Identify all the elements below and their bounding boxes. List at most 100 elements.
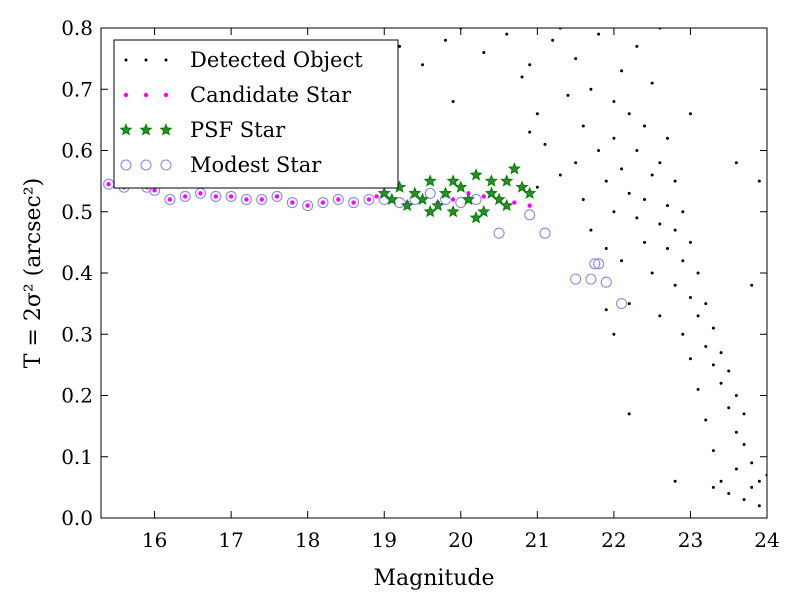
data-point: [212, 193, 219, 200]
legend-marker: [144, 58, 148, 62]
data-point: [604, 179, 608, 183]
data-point: [469, 211, 483, 224]
data-point: [620, 69, 624, 73]
data-point: [696, 271, 700, 275]
data-point: [600, 276, 612, 288]
data-point: [734, 467, 738, 471]
data-point: [612, 210, 616, 214]
data-point: [711, 449, 715, 453]
legend-label: Detected Object: [190, 48, 363, 72]
data-point: [711, 363, 715, 367]
data-point: [742, 443, 746, 446]
data-point: [742, 498, 746, 502]
data-point: [688, 357, 692, 361]
x-tick-label: 22: [601, 528, 626, 552]
data-point: [258, 196, 265, 203]
data-point: [574, 161, 578, 165]
data-point: [589, 258, 601, 270]
y-tick-label: 0.6: [61, 139, 93, 163]
data-point: [635, 149, 639, 152]
data-point: [256, 193, 268, 206]
data-point: [597, 32, 601, 36]
data-point: [416, 192, 430, 206]
data-point: [681, 259, 685, 263]
data-point: [635, 216, 639, 220]
legend-marker: [140, 159, 152, 171]
data-point: [446, 204, 460, 218]
legend-marker: [120, 159, 132, 171]
data-point: [524, 209, 536, 221]
x-tick-label: 17: [218, 528, 243, 552]
data-point: [734, 430, 738, 434]
data-point: [526, 202, 533, 209]
data-point: [658, 161, 662, 165]
data-point: [164, 193, 176, 206]
data-point: [520, 75, 524, 79]
data-point: [704, 345, 708, 348]
data-point: [482, 51, 486, 54]
data-point: [105, 181, 112, 188]
data-point: [243, 196, 250, 203]
data-point: [385, 192, 399, 206]
data-point: [665, 204, 669, 208]
data-point: [271, 190, 283, 202]
data-point: [750, 283, 754, 287]
data-point: [446, 174, 460, 187]
data-point: [627, 412, 631, 416]
data-point: [711, 485, 715, 489]
data-point: [750, 485, 754, 489]
data-point: [719, 479, 723, 483]
legend-marker: [160, 159, 172, 171]
data-point: [620, 259, 624, 263]
data-point: [673, 228, 677, 232]
data-point: [734, 161, 738, 165]
data-point: [423, 174, 437, 187]
data-point: [348, 197, 360, 209]
x-tick-label: 16: [142, 528, 167, 552]
data-point: [421, 63, 425, 67]
legend-label: Candidate Star: [190, 83, 352, 107]
x-tick-label: 18: [295, 528, 320, 552]
data-point: [443, 38, 447, 42]
data-point: [612, 136, 616, 140]
data-point: [688, 112, 692, 116]
data-point: [179, 190, 191, 202]
legend-marker: [159, 123, 173, 136]
data-point: [650, 271, 654, 275]
x-tick-label: 20: [448, 528, 473, 552]
data-point: [304, 202, 311, 209]
points-layer: [103, 28, 767, 508]
data-point: [757, 179, 761, 183]
data-point: [182, 193, 189, 200]
data-point: [673, 179, 677, 183]
data-point: [450, 196, 457, 203]
data-point: [454, 180, 468, 193]
legend-marker: [164, 58, 168, 62]
data-point: [373, 193, 380, 200]
data-point: [650, 81, 654, 85]
legend-marker: [139, 123, 153, 136]
legend-label: Modest Star: [190, 153, 322, 177]
data-point: [757, 479, 761, 483]
data-point: [477, 204, 491, 218]
data-point: [696, 387, 700, 391]
data-point: [727, 406, 731, 410]
data-point: [335, 196, 342, 203]
data-point: [727, 492, 731, 495]
data-point: [332, 193, 344, 206]
data-point: [688, 240, 692, 244]
legend-marker: [123, 92, 130, 99]
y-tick-label: 0.8: [61, 16, 93, 40]
data-point: [398, 44, 402, 48]
data-point: [500, 198, 514, 212]
data-point: [581, 124, 585, 128]
data-point: [365, 196, 372, 203]
data-point: [377, 186, 391, 199]
data-point: [528, 63, 532, 67]
y-tick-label: 0.0: [61, 506, 93, 530]
data-point: [543, 142, 547, 146]
data-point: [597, 149, 601, 152]
y-tick-label: 0.4: [61, 261, 93, 285]
